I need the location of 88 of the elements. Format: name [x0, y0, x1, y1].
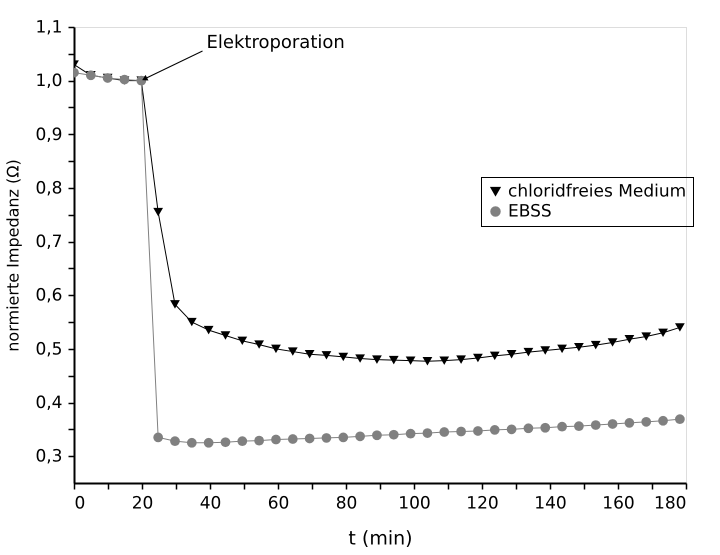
point [506, 424, 516, 434]
legend-label: EBSS [508, 202, 552, 222]
point [355, 354, 365, 363]
point [675, 323, 685, 332]
point [590, 420, 601, 430]
point [204, 326, 214, 334]
point [186, 318, 197, 326]
point [304, 434, 314, 444]
point [153, 208, 164, 216]
point [490, 425, 500, 435]
x-tick-label: 40 [200, 494, 222, 514]
point [237, 436, 248, 446]
x-tick-label: 0 [74, 494, 86, 514]
annotation: Elektroporation [206, 32, 345, 54]
y-tick-label: 0,5 [35, 339, 62, 360]
point [490, 352, 500, 360]
point [574, 343, 584, 352]
point [304, 350, 314, 358]
point [506, 350, 516, 358]
y-tick-label: 0,7 [35, 232, 62, 252]
point [338, 432, 348, 442]
y-tick-label: 1,1 [35, 18, 62, 38]
x-tick-label: 140 [534, 494, 567, 514]
point [658, 328, 668, 338]
point [624, 418, 634, 428]
y-tick-label: 0,6 [35, 286, 62, 306]
y-tick-label: 0,9 [35, 124, 62, 145]
point [271, 344, 281, 354]
x-tick-label: 80 [336, 494, 358, 514]
point [322, 351, 332, 360]
x-axis-title: t (min) [348, 528, 413, 550]
y-axis-title: normierte Impedanz (Ω) [3, 159, 22, 352]
point [170, 300, 180, 309]
point [372, 355, 382, 364]
legend-label: chloridfreies Medium [508, 182, 686, 202]
x-tick-label: 160 [602, 494, 635, 514]
point [557, 344, 567, 354]
point [641, 332, 652, 341]
point [624, 335, 634, 344]
point [574, 421, 584, 431]
x-tick-label: 20 [132, 494, 154, 514]
point [288, 434, 298, 444]
point [388, 356, 399, 364]
y-tick-label: 0,4 [35, 393, 62, 414]
point [608, 338, 618, 347]
point [170, 436, 180, 446]
point [388, 430, 399, 440]
point [153, 432, 164, 442]
point [641, 416, 652, 427]
point [658, 416, 668, 426]
point [220, 437, 230, 448]
y-tick-label: 0,8 [35, 178, 62, 198]
point [456, 426, 466, 436]
point [473, 426, 483, 436]
x-tick-label: 180 [654, 494, 686, 514]
point [237, 336, 248, 346]
point [204, 438, 214, 448]
point [288, 347, 298, 356]
point [540, 346, 550, 355]
point [406, 428, 416, 439]
point [254, 340, 264, 349]
point [254, 436, 264, 446]
point [439, 356, 450, 365]
x-tick-label: 100 [398, 494, 431, 514]
point [590, 340, 601, 350]
x-tick-label: 60 [268, 494, 290, 514]
point [540, 422, 550, 433]
point [406, 356, 416, 365]
point [372, 430, 382, 440]
point [473, 354, 483, 362]
point [422, 428, 432, 438]
point [439, 427, 450, 437]
x-tick-label: 120 [466, 494, 499, 514]
point [557, 422, 567, 432]
point [220, 331, 230, 340]
point [456, 355, 466, 364]
point [322, 433, 332, 443]
y-tick-label: 1,0 [35, 71, 62, 92]
point [355, 431, 365, 442]
point [338, 352, 348, 362]
y-tick-label: 0,3 [35, 446, 62, 467]
point [422, 357, 432, 366]
point [675, 414, 685, 424]
point [608, 419, 618, 429]
point [186, 438, 197, 448]
point [524, 423, 534, 434]
point [524, 348, 534, 356]
point [271, 434, 281, 444]
